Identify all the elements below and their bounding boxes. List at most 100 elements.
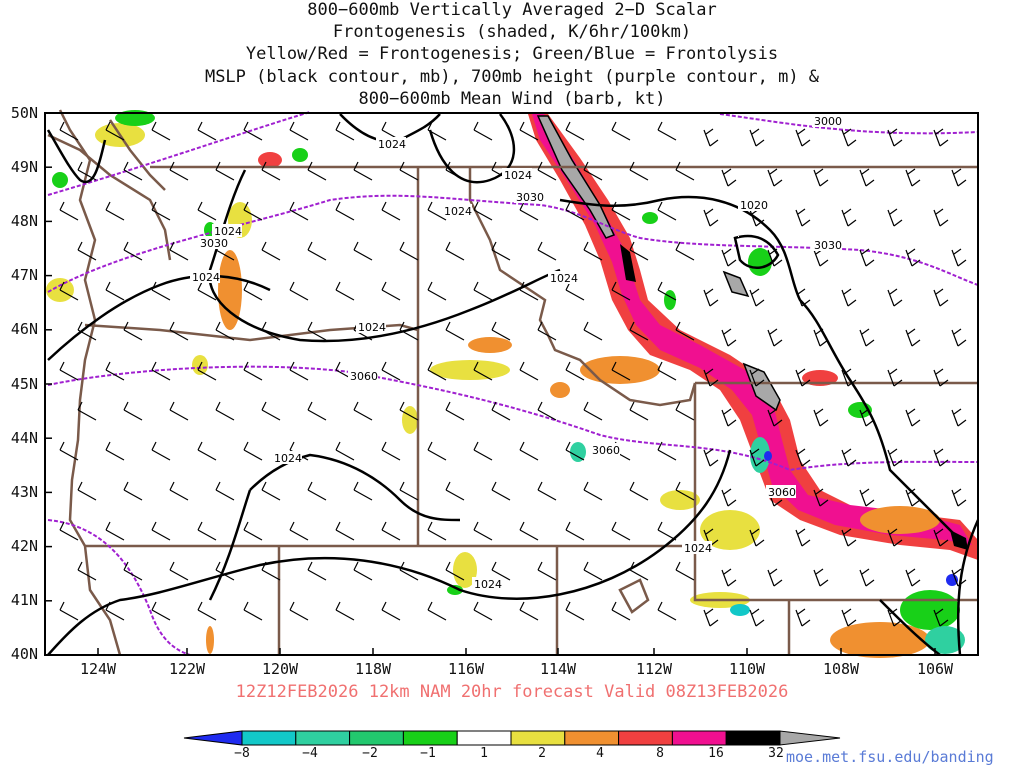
frontogenesis-patch [402,406,418,434]
border-wy [693,383,978,602]
wind-barb [197,281,217,301]
wind-barb [905,488,921,507]
wind-barb [703,208,719,227]
wind-barb [537,401,557,421]
title-line-1: 800−600mb Vertically Averaged 2−D Scalar [307,0,717,20]
wind-barb [951,328,967,347]
wind-barb [381,201,401,221]
lat-label-40n: 40N [10,645,38,663]
wind-barb [243,281,263,301]
frontogenesis-core-gray-1 [536,115,616,239]
wind-barb [813,488,829,507]
frontogenesis-core-black-1 [620,244,636,282]
wind-barb [59,441,79,461]
wind-barb [445,561,465,581]
wind-barb [445,241,465,261]
wind-barb [749,448,765,467]
frontogenesis-patch [453,552,477,588]
wind-barb [657,601,677,621]
height-contour-3090 [47,519,191,656]
wind-barb [169,401,189,421]
wind-barb [399,161,419,181]
wind-barb [537,481,557,501]
height-label: 3060 [592,444,620,457]
wind-barb [887,368,903,387]
wind-barb [933,528,949,547]
wind-barb [151,601,171,621]
wind-barb [887,448,903,467]
wind-barb [841,368,857,387]
wind-barb [629,401,649,421]
wind-barb [399,561,419,581]
frontogenesis-band-magenta [532,114,972,545]
wind-barb [565,441,585,461]
mslp-label: 1024 [274,452,302,465]
wind-barb [565,601,585,621]
wind-barb [887,608,903,627]
colorbar-swatch [725,730,781,746]
wind-barb [105,361,125,381]
lat-label-46n: 46N [10,320,38,338]
wind-barb [473,361,493,381]
lon-label-118w: 118W [354,660,392,678]
colorbar-label: −1 [420,746,436,761]
wind-barb [933,288,949,307]
wind-barb [197,441,217,461]
wind-barb [537,241,557,261]
wind-barb [675,321,695,341]
wind-barb [565,201,585,221]
wind-barb [473,281,493,301]
credit-url: moe.met.fsu.edu/banding [786,748,994,766]
wind-barb [427,361,447,381]
wind-barb [261,321,281,341]
wind-barb [749,368,765,387]
wind-barb [335,441,355,461]
lat-label-41n: 41N [10,591,38,609]
coastline-sound [108,119,166,191]
wind-barb [887,288,903,307]
frontogenesis-patch [468,337,512,353]
wind-barb [473,201,493,221]
colorbar-swatch [402,730,458,746]
wind-barb [629,561,649,581]
frontolysis-patch [664,290,676,310]
frontolysis-patch [764,451,772,461]
wind-barb [381,521,401,541]
wind-barb [105,521,125,541]
wind-barb [565,361,585,381]
frontolysis-patch [900,590,960,630]
wind-barb [703,608,719,627]
wind-barb [261,161,281,181]
lat-label-48n: 48N [10,212,38,230]
wind-barb [59,201,79,221]
wind-barb [583,401,603,421]
frontogenesis-patch [206,626,214,654]
colorbar-label: 1 [480,746,488,761]
wind-barb [151,361,171,381]
height-label: 3060 [768,486,796,499]
wind-barb [289,521,309,541]
wind-barb [381,361,401,381]
wind-barb [519,521,539,541]
wind-barb [813,168,829,187]
wind-barb [77,481,97,501]
wind-barb [59,121,79,141]
colorbar-label: 16 [708,746,724,761]
height-label: 3060 [350,370,378,383]
wind-barb [215,481,235,501]
wind-barb [749,128,765,147]
wind-barb [77,401,97,421]
wind-barb [491,481,511,501]
wind-barb [841,608,857,627]
wind-barb [399,321,419,341]
wind-barb [197,601,217,621]
wind-barb [795,208,811,227]
wind-barb [151,121,171,141]
title-line-2: Frontogenesis (shaded, K/6hr/100km) [332,22,692,42]
mslp-contours [46,113,980,656]
colorbar-label: 32 [768,746,784,761]
wind-barb [215,401,235,421]
wind-barb [123,561,143,581]
wind-barb [289,281,309,301]
lon-label-116w: 116W [447,660,485,678]
